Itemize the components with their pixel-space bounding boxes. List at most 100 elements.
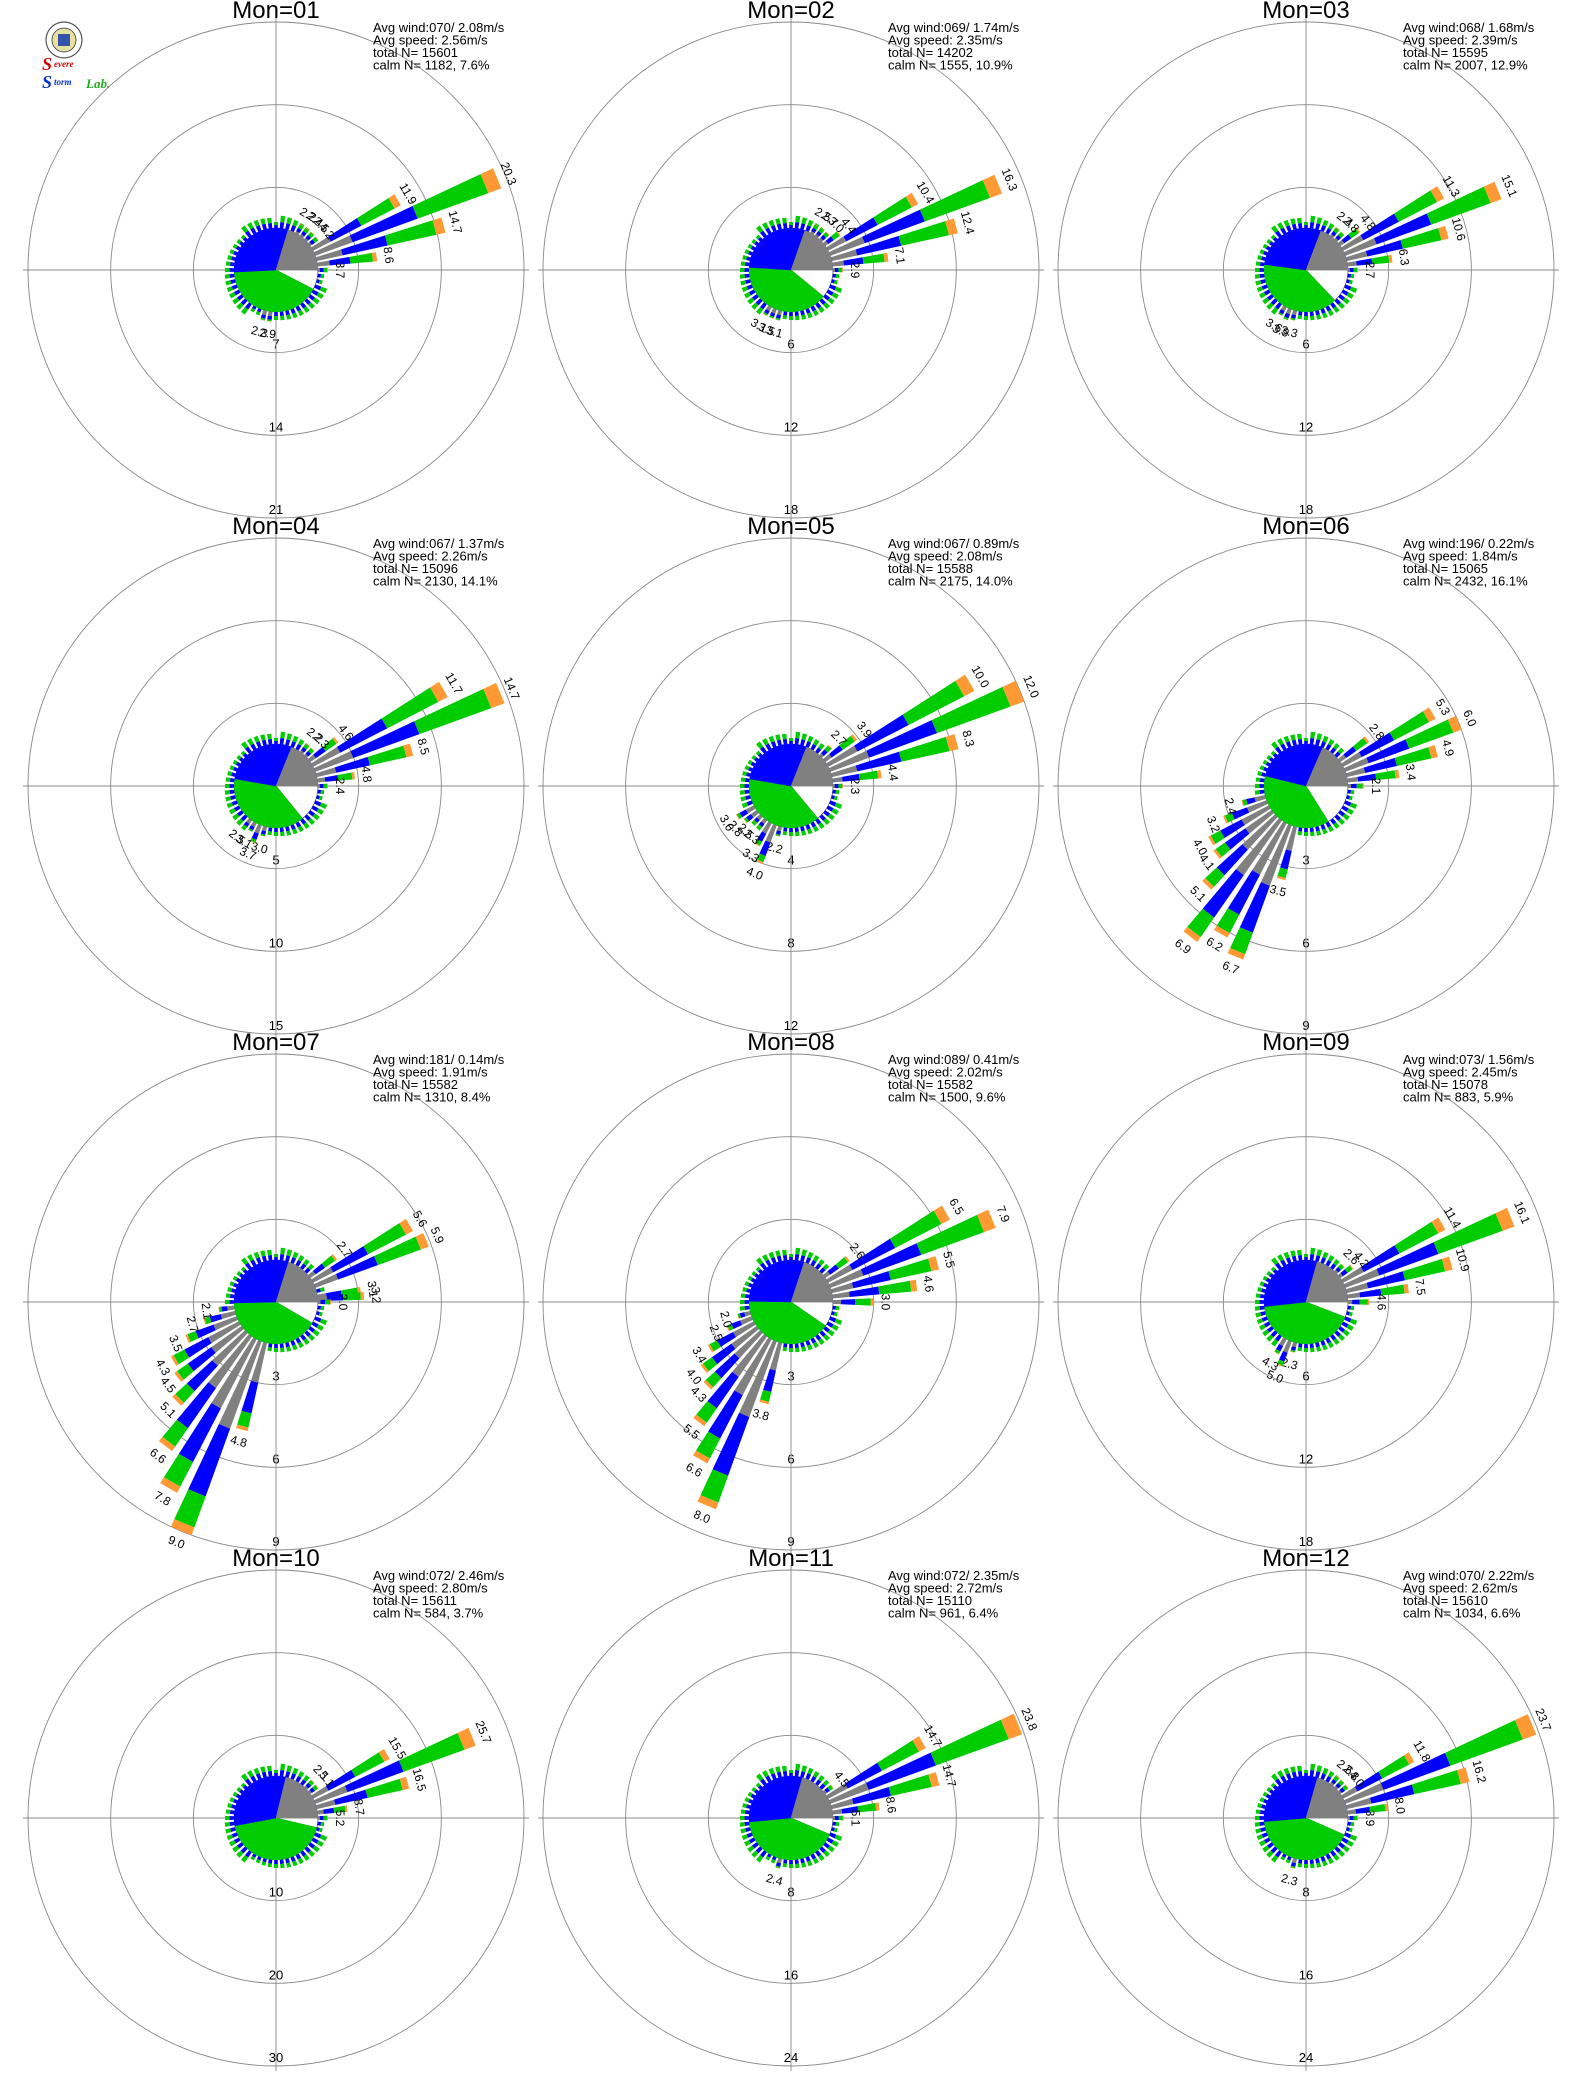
- direction-stub: [274, 225, 278, 229]
- direction-stub: [245, 230, 252, 238]
- total-n-stat: total N= 15065: [1403, 561, 1488, 576]
- direction-stub: [1265, 1277, 1271, 1283]
- direction-stub-tip: [247, 222, 254, 230]
- speed-bar-segment: [1276, 875, 1286, 881]
- direction-stub-tip: [1277, 1254, 1284, 1262]
- direction-stub-tip: [224, 274, 230, 279]
- speed-bar-segment: [830, 1784, 834, 1789]
- total-n-stat: total N= 15588: [888, 561, 973, 576]
- speed-bar-segment: [176, 1382, 216, 1429]
- bar-value-label: 2.9: [258, 325, 277, 341]
- direction-stub-tip: [762, 1254, 769, 1262]
- speed-bar-segment: [1231, 807, 1250, 820]
- speed-bar-segment: [1347, 1816, 1350, 1820]
- speed-bar-segment: [158, 1436, 176, 1452]
- speed-bar-segment: [341, 235, 388, 256]
- direction-stub-tip: [1333, 1338, 1340, 1345]
- speed-bar-segment: [1394, 747, 1432, 766]
- bar-value-label: 4.3: [688, 1383, 710, 1405]
- speed-bar-segment: [266, 319, 272, 322]
- speed-bar-segment: [305, 1782, 312, 1789]
- speed-bar-segment: [703, 1379, 714, 1390]
- direction-stub-tip: [319, 802, 328, 809]
- direction-stub: [1346, 795, 1350, 800]
- speed-bar-segment: [220, 1311, 236, 1320]
- speed-bar-segment: [842, 1815, 844, 1821]
- direction-stub: [261, 1771, 267, 1778]
- speed-bar-segment: [842, 783, 843, 789]
- speed-bar-segment: [309, 1787, 315, 1793]
- direction-stub-tip: [1349, 286, 1358, 293]
- direction-stub: [267, 222, 273, 229]
- chart-title: Mon=08: [747, 1029, 834, 1056]
- speed-bar-segment: [1343, 746, 1357, 758]
- bar-value-label: 6.3: [1396, 248, 1412, 267]
- bar-value-label: 3.7: [333, 262, 347, 279]
- direction-stub-tip: [801, 217, 808, 225]
- bar-value-label: 10.6: [1449, 216, 1469, 242]
- direction-stub: [1280, 1259, 1287, 1267]
- direction-stub-tip: [318, 795, 323, 801]
- speed-bar-segment: [250, 821, 257, 828]
- direction-stub: [230, 279, 236, 285]
- direction-stub-tip: [240, 234, 246, 240]
- speed-bar-segment: [919, 180, 991, 222]
- direction-stub-tip: [1350, 790, 1355, 795]
- speed-bar-segment: [832, 1808, 843, 1815]
- core-speed-sector: [748, 1259, 805, 1303]
- direction-stub: [1315, 1255, 1321, 1262]
- speed-bar-segment: [1495, 1207, 1515, 1231]
- direction-stub: [1338, 294, 1346, 301]
- direction-stub-tip: [740, 1815, 745, 1821]
- speed-bar-segment: [744, 1311, 751, 1317]
- core-speed-sector: [748, 227, 806, 271]
- direction-stub-tip: [1262, 1845, 1270, 1853]
- speed-bar-segment: [1002, 680, 1025, 707]
- direction-stub-tip: [1271, 1339, 1279, 1347]
- bar-value-label: 12.4: [958, 210, 978, 236]
- speed-bar-segment: [775, 314, 782, 319]
- speed-bar-segment: [316, 1799, 336, 1809]
- calm-n-stat: calm N= 584, 3.7%: [373, 1606, 484, 1621]
- bar-value-label: 16.5: [410, 1766, 430, 1792]
- direction-stub-tip: [1270, 234, 1276, 240]
- speed-bar-segment: [316, 767, 337, 777]
- direction-stub: [261, 1255, 267, 1262]
- direction-stub: [295, 1259, 302, 1267]
- speed-bar-segment: [1338, 239, 1345, 246]
- speed-bar-segment: [310, 1779, 315, 1784]
- speed-bar-segment: [1202, 869, 1244, 918]
- speed-bar-segment: [320, 1299, 326, 1305]
- core-speed-sector: [233, 1301, 313, 1345]
- direction-stub-tip: [286, 830, 292, 836]
- speed-bar-segment: [457, 1727, 476, 1750]
- speed-bar-segment: [855, 751, 902, 772]
- speed-bar-segment: [930, 1719, 1009, 1766]
- direction-stub-tip: [250, 307, 256, 313]
- direction-stub-tip: [273, 315, 279, 320]
- speed-bar-segment: [849, 1286, 880, 1297]
- speed-bar-segment: [823, 240, 829, 246]
- direction-stub-tip: [813, 1771, 820, 1778]
- speed-bar-segment: [982, 174, 1003, 198]
- direction-stub-tip: [292, 1251, 299, 1259]
- direction-stub-tip: [1310, 1863, 1315, 1869]
- speed-bar-segment: [1344, 757, 1369, 772]
- direction-stub: [1315, 310, 1320, 316]
- speed-bar-segment: [1335, 234, 1342, 241]
- bar-value-label: 3.9: [1363, 1810, 1377, 1827]
- direction-stub-tip: [232, 813, 240, 821]
- speed-bar-segment: [888, 1774, 932, 1797]
- direction-stub: [290, 1856, 296, 1862]
- speed-bar-segment: [945, 734, 959, 752]
- speed-bar-segment: [248, 828, 253, 832]
- direction-stub-tip: [781, 217, 787, 224]
- speed-bar-segment: [955, 674, 975, 697]
- direction-stub: [750, 1277, 756, 1283]
- direction-stub-tip: [756, 307, 764, 315]
- speed-bar-segment: [820, 234, 827, 241]
- direction-stub: [316, 795, 320, 800]
- direction-stub-tip: [788, 222, 794, 226]
- direction-stub-tip: [226, 802, 234, 809]
- direction-stub: [794, 1343, 799, 1349]
